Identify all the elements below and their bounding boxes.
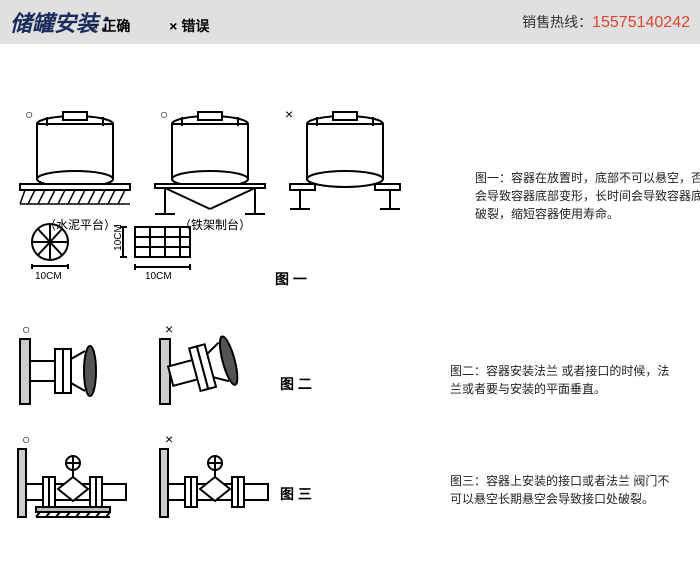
fig1-caption1: （水泥平台） — [40, 216, 120, 233]
fig2-label: 图 二 — [280, 374, 312, 394]
fig1-dim3: 10CM — [145, 271, 172, 282]
legend-wrong: × 错误 — [169, 18, 209, 34]
fig3-desc: 图三：容器上安装的接口或者法兰 阀门不可以悬空长期悬空会导致接口处破裂。 — [450, 472, 680, 508]
legend-correct: ○ 正确 — [90, 18, 130, 34]
hotline-label: 销售热线： — [522, 14, 592, 30]
fig3-diagrams: ○ × — [10, 429, 290, 524]
svg-text:○: ○ — [22, 321, 30, 337]
fig1-desc: 图一：容器在放置时，底部不可以悬空，否会导致容器底部变形，长时间会导致容器底破裂… — [475, 169, 700, 223]
fig2-desc: 图二：容器安装法兰 或者接口的时候，法兰或者要与安装的平面垂直。 — [450, 362, 680, 398]
svg-text:○: ○ — [25, 106, 33, 122]
fig2-diagrams: ○ × — [10, 319, 290, 409]
hotline-number: 15575140242 — [592, 14, 690, 31]
fig3-label: 图 三 — [280, 484, 312, 504]
hotline: 销售热线：15575140242 — [522, 12, 690, 32]
fig1-diagrams: ○ ○ × — [10, 104, 430, 274]
svg-text:×: × — [285, 106, 293, 122]
fig1-dim2: 10CM — [113, 224, 124, 251]
fig3-svg: ○ × — [10, 429, 290, 524]
svg-text:×: × — [165, 321, 173, 337]
fig1-caption2: （铁架制台） — [175, 216, 255, 233]
svg-text:○: ○ — [160, 106, 168, 122]
fig2-svg: ○ × — [10, 319, 290, 409]
fig1-label: 图 一 — [275, 269, 307, 289]
fig1-dim1: 10CM — [35, 271, 62, 282]
fig1-svg: ○ ○ × — [10, 104, 430, 274]
legend-row: ○ 正确 × 错误 — [90, 16, 209, 36]
svg-text:×: × — [165, 431, 173, 447]
svg-text:○: ○ — [22, 431, 30, 447]
